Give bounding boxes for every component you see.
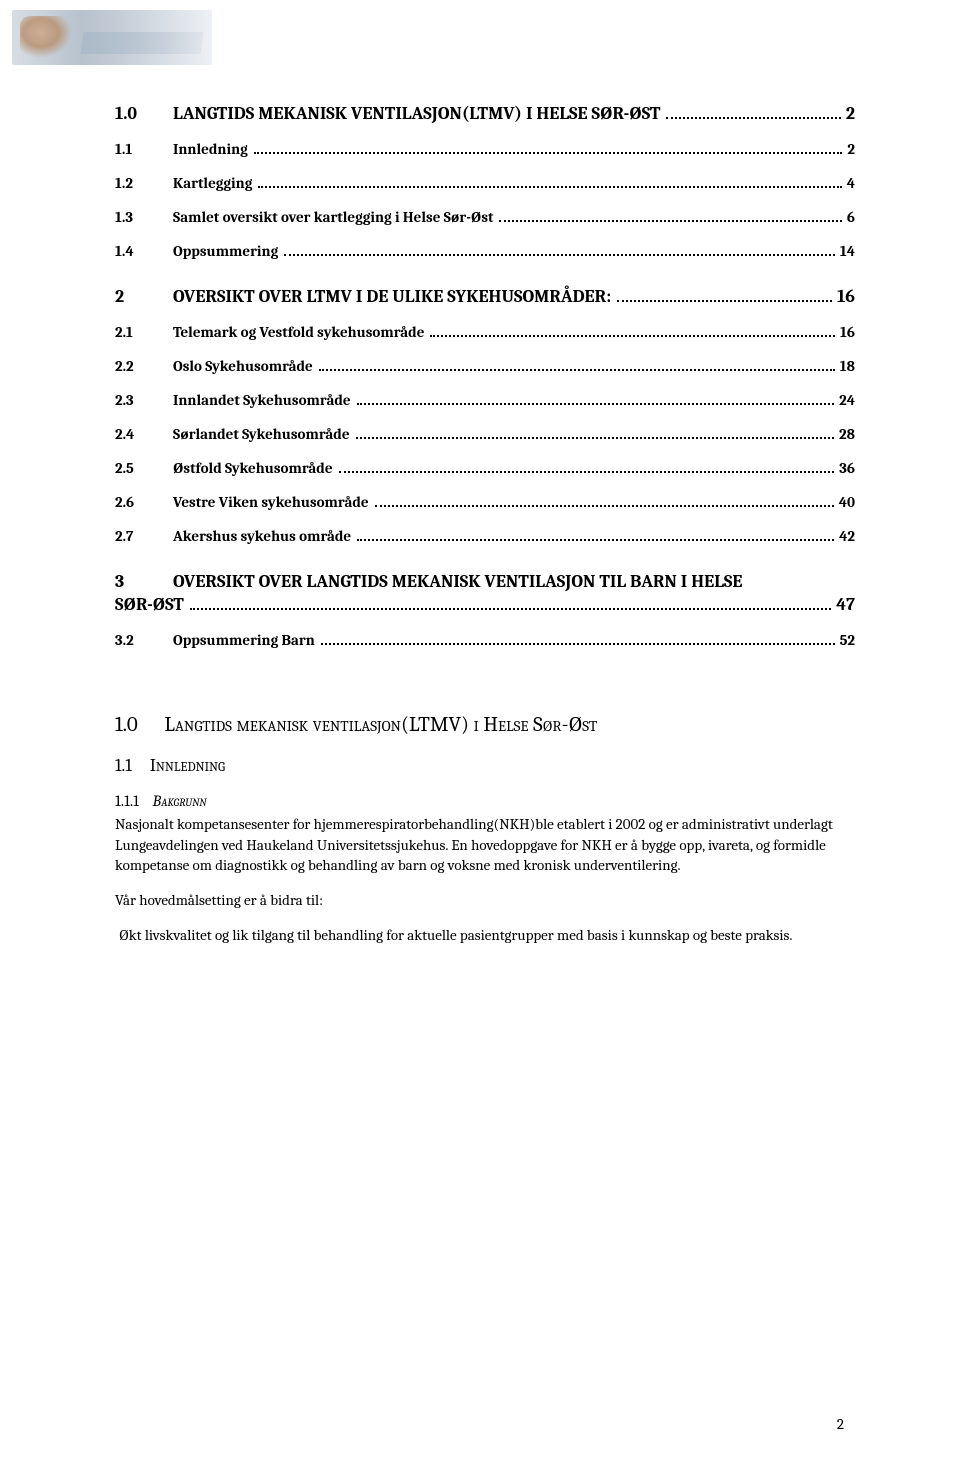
toc-label: OVERSIKT OVER LANGTIDS MEKANISK VENTILAS… xyxy=(173,571,742,592)
toc-section-3: 3 OVERSIKT OVER LANGTIDS MEKANISK VENTIL… xyxy=(115,571,855,649)
toc-num: 2.2 xyxy=(115,357,173,375)
toc-entry-l1: 3 OVERSIKT OVER LANGTIDS MEKANISK VENTIL… xyxy=(115,571,855,592)
toc-leader-dots xyxy=(319,369,835,371)
toc-page: 16 xyxy=(840,323,855,341)
toc-label: Samlet oversikt over kartlegging i Helse… xyxy=(173,208,493,226)
toc-entry-l2: 2.1 Telemark og Vestfold sykehusområde 1… xyxy=(115,323,855,341)
toc-page: 42 xyxy=(839,527,855,545)
toc-leader-dots xyxy=(284,254,835,256)
toc-label: Oppsummering Barn xyxy=(173,631,315,649)
toc-page: 14 xyxy=(840,242,855,260)
toc-leader-dots xyxy=(617,300,832,302)
toc-leader-dots xyxy=(254,152,843,154)
toc-page: 47 xyxy=(836,594,855,615)
toc-leader-dots xyxy=(430,335,835,337)
toc-leader-dots xyxy=(339,471,835,473)
paragraph: Økt livskvalitet og lik tilgang til beha… xyxy=(119,925,855,946)
toc-label: Oslo Sykehusområde xyxy=(173,357,313,375)
heading-3: 1.1.1 Bakgrunn xyxy=(115,792,855,810)
toc-label: Innlandet Sykehusområde xyxy=(173,391,351,409)
toc-label: Telemark og Vestfold sykehusområde xyxy=(173,323,424,341)
toc-entry-l2: 2.7 Akershus sykehus område 42 xyxy=(115,527,855,545)
heading-1: 1.0 Langtids mekanisk ventilasjon(LTMV) … xyxy=(115,713,855,737)
toc-num: 2.5 xyxy=(115,459,173,477)
toc-label: Oppsummering xyxy=(173,242,278,260)
toc-entry-l2: 2.2 Oslo Sykehusområde 18 xyxy=(115,357,855,375)
toc-page: 4 xyxy=(847,174,855,192)
heading-label: Langtids mekanisk ventilasjon(LTMV) i He… xyxy=(164,713,597,737)
toc-page: 2 xyxy=(846,103,855,124)
toc-entry-l2: 1.4 Oppsummering 14 xyxy=(115,242,855,260)
toc-num: 1.1 xyxy=(115,140,173,158)
toc-label: Innledning xyxy=(173,140,248,158)
toc-label: Sørlandet Sykehusområde xyxy=(173,425,350,443)
toc-num: 3.2 xyxy=(115,631,173,649)
toc-label: Østfold Sykehusområde xyxy=(173,459,333,477)
toc-page: 18 xyxy=(840,357,855,375)
toc-leader-dots xyxy=(499,220,841,222)
toc-page: 16 xyxy=(837,286,855,307)
toc-entry-l2: 2.4 Sørlandet Sykehusområde 28 xyxy=(115,425,855,443)
toc-entry-l2: 1.1 Innledning 2 xyxy=(115,140,855,158)
toc-entry-l2: 3.2 Oppsummering Barn 52 xyxy=(115,631,855,649)
toc-num: 2.7 xyxy=(115,527,173,545)
toc-entry-l2: 2.6 Vestre Viken sykehusområde 40 xyxy=(115,493,855,511)
page-number: 2 xyxy=(837,1415,844,1433)
page-body: 1.0 LANGTIDS MEKANISK VENTILASJON(LTMV) … xyxy=(115,95,855,959)
toc-leader-dots xyxy=(321,643,835,645)
toc-label: SØR-ØST xyxy=(115,594,184,615)
toc-leader-dots xyxy=(190,608,831,610)
heading-num: 1.1 xyxy=(115,755,132,776)
toc-num: 3 xyxy=(115,571,173,592)
toc-label: LANGTIDS MEKANISK VENTILASJON(LTMV) I HE… xyxy=(173,103,660,124)
toc-num: 1.0 xyxy=(115,103,173,124)
toc-leader-dots xyxy=(357,539,834,541)
toc-leader-dots xyxy=(666,117,840,119)
heading-2: 1.1 Innledning xyxy=(115,755,855,776)
toc-label: Akershus sykehus område xyxy=(173,527,351,545)
toc-page: 40 xyxy=(839,493,855,511)
heading-label: Innledning xyxy=(150,755,225,776)
heading-label: Bakgrunn xyxy=(153,792,207,810)
paragraph: Nasjonalt kompetansesenter for hjemmeres… xyxy=(115,814,855,876)
toc-num: 1.4 xyxy=(115,242,173,260)
toc-leader-dots xyxy=(357,403,835,405)
toc-entry-l2: 2.3 Innlandet Sykehusområde 24 xyxy=(115,391,855,409)
toc-entry-l2: 2.5 Østfold Sykehusområde 36 xyxy=(115,459,855,477)
toc-entry-l2: 1.3 Samlet oversikt over kartlegging i H… xyxy=(115,208,855,226)
toc-num: 2 xyxy=(115,286,173,307)
toc-page: 6 xyxy=(847,208,855,226)
header-illustration xyxy=(12,10,212,65)
toc-num: 2.3 xyxy=(115,391,173,409)
toc-leader-dots xyxy=(356,437,834,439)
toc-entry-l1: 2 OVERSIKT OVER LTMV I DE ULIKE SYKEHUSO… xyxy=(115,286,855,307)
toc-page: 24 xyxy=(839,391,855,409)
toc-num: 1.3 xyxy=(115,208,173,226)
toc-page: 28 xyxy=(839,425,855,443)
toc-section-1: 1.0 LANGTIDS MEKANISK VENTILASJON(LTMV) … xyxy=(115,103,855,260)
toc-page: 52 xyxy=(840,631,855,649)
toc-section-2: 2 OVERSIKT OVER LTMV I DE ULIKE SYKEHUSO… xyxy=(115,286,855,545)
toc-label: Vestre Viken sykehusområde xyxy=(173,493,369,511)
toc-entry-l2: 1.2 Kartlegging 4 xyxy=(115,174,855,192)
toc-num: 2.1 xyxy=(115,323,173,341)
heading-num: 1.1.1 xyxy=(115,792,139,810)
toc-num: 1.2 xyxy=(115,174,173,192)
toc-label: OVERSIKT OVER LTMV I DE ULIKE SYKEHUSOMR… xyxy=(173,286,611,307)
toc-num: 2.4 xyxy=(115,425,173,443)
toc-entry-l1: 1.0 LANGTIDS MEKANISK VENTILASJON(LTMV) … xyxy=(115,103,855,124)
toc-page: 2 xyxy=(847,140,855,158)
toc-page: 36 xyxy=(839,459,855,477)
paragraph: Vår hovedmålsetting er å bidra til: xyxy=(115,890,855,911)
toc-label: Kartlegging xyxy=(173,174,252,192)
toc-num: 2.6 xyxy=(115,493,173,511)
heading-num: 1.0 xyxy=(115,713,138,737)
toc-leader-dots xyxy=(258,186,841,188)
toc-entry-l1-cont: SØR-ØST 47 xyxy=(115,594,855,615)
toc-leader-dots xyxy=(375,505,834,507)
